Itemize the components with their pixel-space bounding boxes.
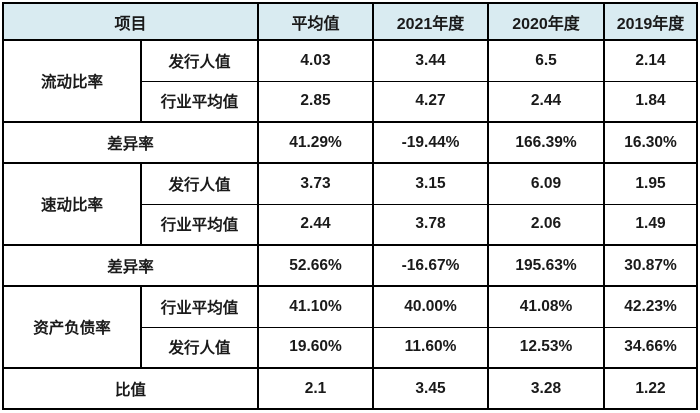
- table-row-liquidity-diff: 差异率 41.29% -19.44% 166.39% 16.30%: [1, 121, 699, 164]
- debt-issuer-2021: 11.60%: [372, 326, 490, 369]
- liquidity-diff-2019: 16.30%: [603, 121, 699, 164]
- table-row-quick-diff: 差异率 52.66% -16.67% 195.63% 30.87%: [1, 244, 699, 287]
- debt-industry-avg: 41.10%: [257, 285, 375, 328]
- group-label-quick: 速动比率: [2, 162, 142, 246]
- debt-ratio-2021: 3.45: [372, 367, 490, 410]
- liquidity-diff-2020: 166.39%: [487, 121, 606, 164]
- debt-ratio-2019: 1.22: [603, 367, 699, 410]
- quick-issuer-avg: 3.73: [257, 162, 375, 205]
- quick-diff-2020: 195.63%: [487, 244, 606, 287]
- row-label-issuer: 发行人值: [139, 39, 260, 82]
- row-label-issuer: 发行人值: [139, 162, 260, 205]
- debt-ratio-2020: 3.28: [487, 367, 606, 410]
- table-row-quick-industry: 行业平均值 2.44 3.78 2.06 1.49: [3, 203, 699, 246]
- row-label-debt-ratio: 比值: [1, 367, 260, 410]
- row-label-quick-diff: 差异率: [1, 244, 260, 287]
- quick-industry-2021: 3.78: [372, 203, 490, 246]
- row-label-issuer: 发行人值: [139, 326, 260, 369]
- table-row-debt-issuer: 发行人值 19.60% 11.60% 12.53% 34.66%: [3, 326, 699, 369]
- liquidity-diff-2021: -19.44%: [372, 121, 490, 164]
- debt-issuer-2019: 34.66%: [603, 326, 699, 369]
- liquidity-issuer-2021: 3.44: [372, 39, 490, 82]
- debt-issuer-avg: 19.60%: [257, 326, 375, 369]
- header-row: 项目 平均值 2021年度 2020年度 2019年度: [1, 2, 699, 41]
- quick-diff-avg: 52.66%: [257, 244, 375, 287]
- header-cell-2019: 2019年度: [603, 2, 699, 41]
- debt-industry-2021: 40.00%: [372, 285, 490, 328]
- liquidity-issuer-2020: 6.5: [487, 39, 606, 82]
- debt-industry-2019: 42.23%: [603, 285, 699, 328]
- quick-industry-avg: 2.44: [257, 203, 375, 246]
- row-label-industry: 行业平均值: [139, 203, 260, 246]
- group-label-liquidity: 流动比率: [2, 39, 142, 123]
- table-row-liquidity-industry: 行业平均值 2.85 4.27 2.44 1.84: [3, 80, 699, 123]
- liquidity-issuer-avg: 4.03: [257, 39, 375, 82]
- row-label-industry: 行业平均值: [139, 285, 260, 328]
- table-row-liquidity-issuer: 流动比率 发行人值 4.03 3.44 6.5 2.14: [2, 39, 699, 123]
- header-cell-2020: 2020年度: [487, 2, 606, 41]
- table-row-debt-ratio: 比值 2.1 3.45 3.28 1.22: [1, 367, 699, 410]
- quick-diff-2019: 30.87%: [603, 244, 699, 287]
- quick-industry-2019: 1.49: [603, 203, 699, 246]
- table-row-debt-industry: 资产负债率 行业平均值 41.10% 40.00% 41.08% 42.23%: [2, 285, 699, 369]
- liquidity-industry-2020: 2.44: [487, 80, 606, 123]
- debt-issuer-2020: 12.53%: [487, 326, 606, 369]
- quick-issuer-2021: 3.15: [372, 162, 490, 205]
- liquidity-industry-avg: 2.85: [257, 80, 375, 123]
- quick-industry-2020: 2.06: [487, 203, 606, 246]
- group-label-debt: 资产负债率: [2, 285, 142, 369]
- debt-industry-2020: 41.08%: [487, 285, 606, 328]
- liquidity-diff-avg: 41.29%: [257, 121, 375, 164]
- row-label-industry: 行业平均值: [139, 80, 260, 123]
- row-label-liquidity-diff: 差异率: [1, 121, 260, 164]
- debt-ratio-avg: 2.1: [257, 367, 375, 410]
- quick-issuer-2019: 1.95: [603, 162, 699, 205]
- header-cell-2021: 2021年度: [372, 2, 490, 41]
- quick-diff-2021: -16.67%: [372, 244, 490, 287]
- liquidity-industry-2021: 4.27: [372, 80, 490, 123]
- header-cell-average: 平均值: [257, 2, 375, 41]
- liquidity-issuer-2019: 2.14: [603, 39, 699, 82]
- quick-issuer-2020: 6.09: [487, 162, 606, 205]
- liquidity-industry-2019: 1.84: [603, 80, 699, 123]
- header-cell-item: 项目: [1, 2, 260, 41]
- table-row-quick-issuer: 速动比率 发行人值 3.73 3.15 6.09 1.95: [2, 162, 699, 246]
